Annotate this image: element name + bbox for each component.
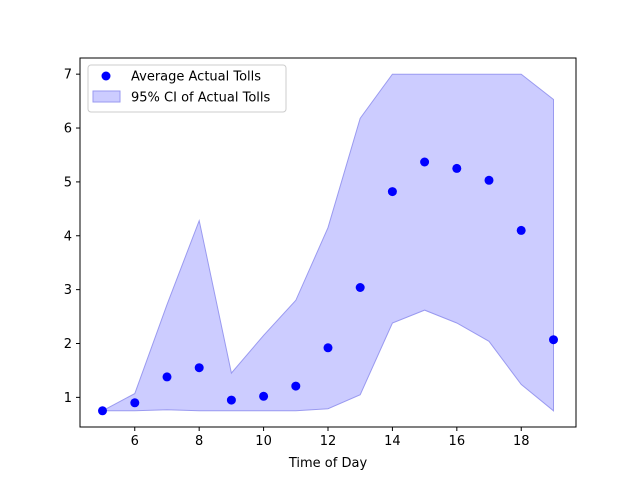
y-tick-label: 6	[64, 122, 72, 137]
y-tick-label: 3	[64, 283, 72, 298]
data-point	[549, 335, 558, 345]
data-point	[98, 406, 107, 416]
y-axis-ticks: 1 2 3 4 5 6 7	[64, 68, 80, 406]
y-tick-label: 2	[64, 337, 72, 352]
data-point	[194, 363, 204, 373]
ci-band	[102, 73, 554, 412]
y-tick-label: 4	[64, 229, 72, 244]
y-tick-label: 7	[64, 68, 72, 83]
x-tick-label: 16	[449, 434, 466, 449]
x-tick-label: 14	[384, 434, 401, 449]
legend-label-ci: 95% CI of Actual Tolls	[131, 91, 271, 106]
legend-label-average: Average Actual Tolls	[131, 70, 261, 85]
points-layer	[98, 157, 558, 416]
legend-frame	[87, 64, 287, 113]
x-tick-label: 12	[320, 434, 337, 449]
ci-band-layer	[102, 73, 554, 412]
data-point	[387, 187, 397, 197]
data-point	[452, 163, 462, 173]
data-point	[130, 398, 140, 408]
data-point	[259, 391, 269, 401]
legend: Average Actual Tolls 95% CI of Actual To…	[87, 64, 287, 113]
data-point	[516, 225, 526, 235]
data-point	[226, 395, 236, 405]
y-tick-label: 5	[64, 175, 72, 190]
data-point	[291, 381, 301, 391]
data-point	[484, 175, 494, 185]
x-tick-label: 6	[131, 434, 139, 449]
x-axis-ticks: 6 8 10 12 14 16 18	[131, 427, 530, 449]
data-point	[162, 372, 172, 382]
y-tick-label: 1	[64, 391, 72, 406]
x-axis-label: Time of Day	[288, 456, 368, 471]
x-tick-label: 18	[513, 434, 530, 449]
data-point	[323, 343, 333, 353]
x-tick-label: 10	[255, 434, 272, 449]
data-point	[355, 283, 365, 292]
legend-band-swatch	[92, 90, 121, 103]
legend-point-marker	[101, 71, 111, 81]
x-tick-label: 8	[195, 434, 203, 449]
data-point	[420, 157, 430, 167]
